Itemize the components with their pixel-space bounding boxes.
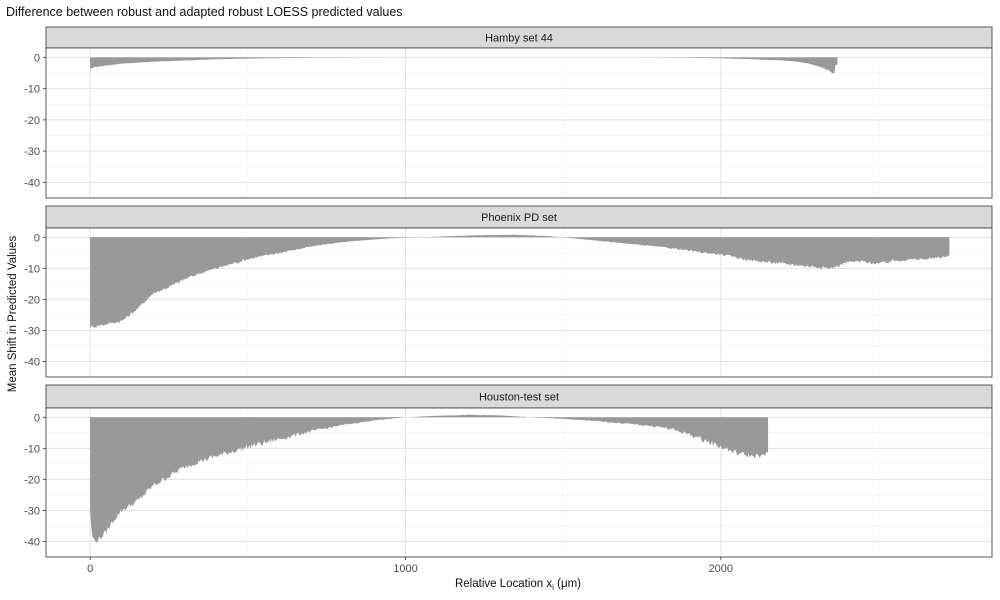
panel-border xyxy=(45,227,993,378)
y-tick-label: -30 xyxy=(24,146,40,158)
panel-strip-label: Houston-test set xyxy=(479,392,559,404)
y-tick-label: 0 xyxy=(34,412,40,424)
x-tick-label: 0 xyxy=(87,563,93,575)
y-tick-label: -10 xyxy=(24,263,40,275)
x-tick-label: 1000 xyxy=(393,563,417,575)
area-series xyxy=(90,234,950,329)
y-tick-label: -30 xyxy=(24,505,40,517)
panel-border xyxy=(45,407,993,558)
panels-layer: Hamby set 44 0 -10 -20 -30 -40 Phoenix PD set 0… xyxy=(24,26,993,558)
y-tick-label: -30 xyxy=(24,325,40,337)
y-tick-label: -10 xyxy=(24,84,40,96)
y-tick-label: -10 xyxy=(24,443,40,455)
chart-title: Difference between robust and adapted ro… xyxy=(6,5,403,19)
y-axis-label: Mean Shift in Predicted Values xyxy=(7,236,19,393)
area-series xyxy=(90,57,838,74)
panel-1: Hamby set 44 0 -10 -20 -30 -40 xyxy=(24,26,993,199)
x-axis: 0 1000 2000 xyxy=(87,557,733,575)
y-tick-label: -40 xyxy=(24,177,40,189)
panel-strip-label: Hamby set 44 xyxy=(485,33,553,45)
x-tick-label: 2000 xyxy=(709,563,733,575)
y-tick-label: -20 xyxy=(24,115,40,127)
y-tick-label: 0 xyxy=(34,52,40,64)
y-tick-label: -20 xyxy=(24,474,40,486)
panel-strip-label: Phoenix PD set xyxy=(481,212,557,224)
x-axis-label: Relative Location xi (μm) xyxy=(455,578,581,592)
panel-border xyxy=(45,47,993,199)
y-tick-label: -40 xyxy=(24,356,40,368)
panel-2: Phoenix PD set 0 -10 -20 -30 -40 xyxy=(24,205,993,378)
y-tick-label: -20 xyxy=(24,294,40,306)
panel-background xyxy=(46,48,992,198)
panel-3: Houston-test set 0 -10 -20 -30 -40 xyxy=(24,384,993,558)
area-series xyxy=(90,414,769,543)
y-tick-label: -40 xyxy=(24,536,40,548)
y-tick-label: 0 xyxy=(34,232,40,244)
